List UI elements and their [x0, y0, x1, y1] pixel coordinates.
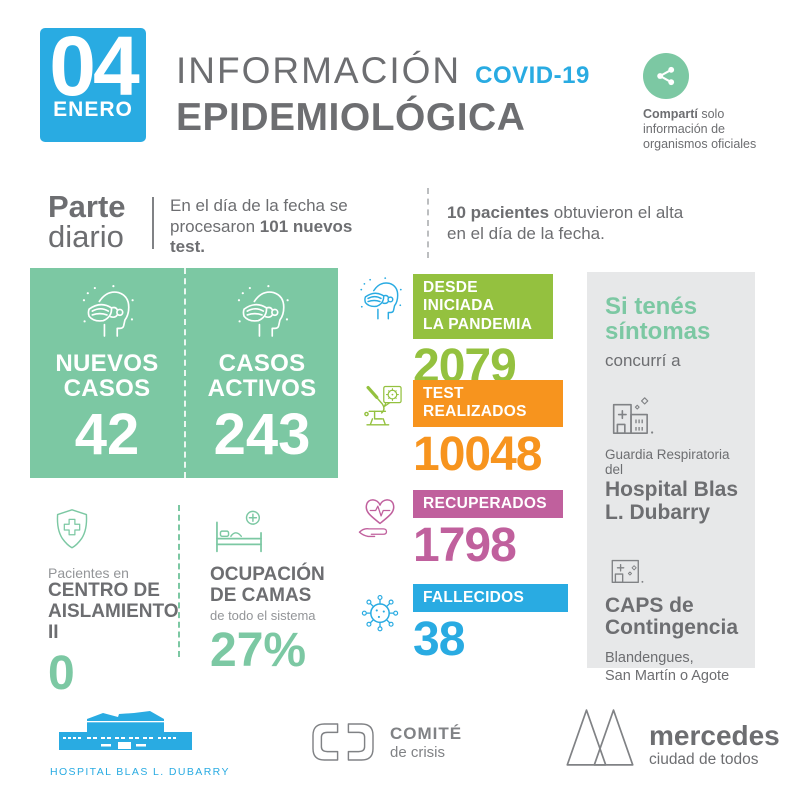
microscope-icon	[352, 380, 408, 434]
masked-person-icon	[230, 281, 294, 345]
masked-person-icon	[352, 274, 408, 326]
new-cases-cell: NUEVOS CASOS 42	[30, 268, 184, 478]
caps-streets: Blandengues, San Martín o Agote	[605, 650, 730, 685]
share-caption-line2: información de	[643, 122, 725, 136]
hospital-building-icon	[605, 391, 667, 441]
beds-sub-text: de todo el sistema	[210, 607, 316, 623]
title-covid19: COVID-19	[475, 62, 590, 89]
cases-box: NUEVOS CASOS 42 CAS	[30, 268, 338, 478]
mercedes-m-icon	[566, 709, 634, 766]
parte-word: Parte	[48, 189, 126, 224]
dashed-divider	[427, 188, 429, 258]
title-epidemiologica: EPIDEMIOLÓGICA	[176, 96, 526, 139]
alta-statement-bold: 10 pacientes	[447, 203, 550, 222]
hospital-name: Hospital Blas L. Dubarry	[605, 478, 739, 525]
beds-value: 27%	[210, 623, 307, 677]
alta-statement: 10 pacientes obtuvieron el alta en el dí…	[447, 203, 767, 244]
alta-statement-text: obtuvieron el alta en el día de la fecha…	[447, 203, 684, 243]
date-month: ENERO	[53, 98, 133, 121]
new-cases-label: NUEVOS CASOS	[55, 350, 159, 402]
shield-cross-icon	[48, 505, 96, 555]
mercedes-logo: mercedes ciudad de todos	[563, 703, 780, 769]
comite-line1: COMITÉ	[390, 723, 463, 743]
share-caption-rest: solo	[697, 107, 725, 121]
active-cases-cell: CASOS ACTIVOS 243	[184, 268, 338, 478]
stat-recuperados: RECUPERADOS 1798	[352, 490, 563, 570]
page-title: INFORMACIÓN COVID-19 EPIDEMIOLÓGICA	[176, 50, 590, 140]
isolation-label: CENTRO DE AISLAMIENTO II	[48, 580, 179, 643]
stat-recuperados-value: 1798	[413, 519, 517, 573]
comite-brackets-icon	[312, 723, 374, 761]
stat-pandemia: DESDE INICIADA LA PANDEMIA 2079	[352, 274, 553, 391]
symptoms-title: Si tenés síntomas	[605, 293, 711, 346]
stat-recuperados-label: RECUPERADOS	[413, 490, 563, 519]
virus-icon	[352, 584, 408, 638]
beds-label: OCUPACIÓN DE CAMAS	[210, 564, 325, 606]
share-caption-line3: organismos oficiales	[643, 137, 757, 151]
tests-statement-bold: 101 nuevos test.	[170, 216, 353, 257]
symptoms-panel: Si tenés síntomas concurrí a Guardia Res…	[587, 272, 755, 684]
parte-diario-label: Parte diario	[48, 189, 126, 255]
heart-hand-icon	[352, 490, 408, 544]
symptoms-subtitle: concurrí a	[605, 351, 681, 371]
guardia-pre-text: Guardia Respiratoria del	[605, 447, 730, 478]
share-icon	[643, 53, 689, 99]
caps-building-icon	[605, 547, 657, 591]
date-box: 04 ENERO	[40, 24, 146, 142]
comite-text: COMITÉ de crisis	[390, 724, 462, 761]
hospital-bed-icon	[210, 505, 268, 555]
dashed-divider	[178, 505, 180, 657]
share-caption-bold: Compartí	[643, 107, 698, 121]
comite-line2: de crisis	[390, 743, 446, 761]
stat-tests-label: TEST REALIZADOS	[413, 380, 563, 427]
tests-statement: En el día de la fecha se procesaron 101 …	[170, 196, 395, 258]
hospital-building-logo-icon	[58, 711, 192, 750]
title-informacion: INFORMACIÓN	[176, 50, 462, 91]
stat-tests: TEST REALIZADOS 10048	[352, 380, 563, 479]
stat-pandemia-label: DESDE INICIADA LA PANDEMIA	[413, 274, 553, 339]
new-cases-value: 42	[74, 401, 140, 467]
active-cases-value: 243	[213, 401, 311, 467]
stat-fallecidos-label: FALLECIDOS	[413, 584, 568, 613]
share-caption: Compartí solo información de organismos …	[643, 107, 773, 152]
mercedes-text: mercedes ciudad de todos	[649, 722, 780, 769]
date-day: 04	[49, 19, 139, 113]
mercedes-line1: mercedes	[649, 720, 780, 751]
active-cases-label: CASOS ACTIVOS	[207, 350, 317, 402]
isolation-value: 0	[48, 646, 75, 700]
stat-fallecidos-value: 38	[413, 613, 465, 667]
beds-indicator: OCUPACIÓN DE CAMAS de todo el sistema 27…	[210, 505, 340, 675]
hospital-logo-text: HOSPITAL BLAS L. DUBARRY	[50, 766, 230, 778]
mercedes-line2: ciudad de todos	[649, 751, 759, 768]
vertical-divider	[152, 197, 154, 249]
share-note: Compartí solo información de organismos …	[643, 53, 773, 152]
tests-statement-text: En el día de la fecha se procesaron	[170, 196, 348, 236]
stat-fallecidos: FALLECIDOS 38	[352, 584, 568, 664]
isolation-pre-text: Pacientes en	[48, 565, 129, 581]
isolation-indicator: Pacientes en CENTRO DE AISLAMIENTO II 0	[48, 505, 179, 700]
masked-person-icon	[75, 281, 139, 345]
stat-tests-value: 10048	[413, 427, 542, 481]
diario-word: diario	[48, 219, 124, 255]
hospital-logo: HOSPITAL BLAS L. DUBARRY	[50, 706, 230, 778]
comite-crisis-logo: COMITÉ de crisis	[310, 720, 462, 764]
caps-name: CAPS de Contingencia	[605, 593, 739, 640]
